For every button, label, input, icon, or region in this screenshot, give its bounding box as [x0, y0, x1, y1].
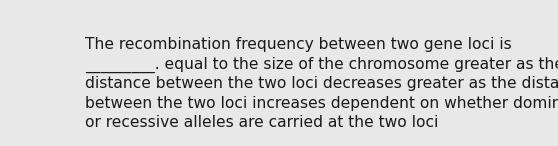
Text: or recessive alleles are carried at the two loci: or recessive alleles are carried at the … [85, 115, 438, 130]
Text: _________. equal to the size of the chromosome greater as the: _________. equal to the size of the chro… [85, 56, 558, 73]
Text: between the two loci increases dependent on whether dominant: between the two loci increases dependent… [85, 96, 558, 111]
Text: distance between the two loci decreases greater as the distance: distance between the two loci decreases … [85, 76, 558, 91]
Text: The recombination frequency between two gene loci is: The recombination frequency between two … [85, 37, 512, 52]
